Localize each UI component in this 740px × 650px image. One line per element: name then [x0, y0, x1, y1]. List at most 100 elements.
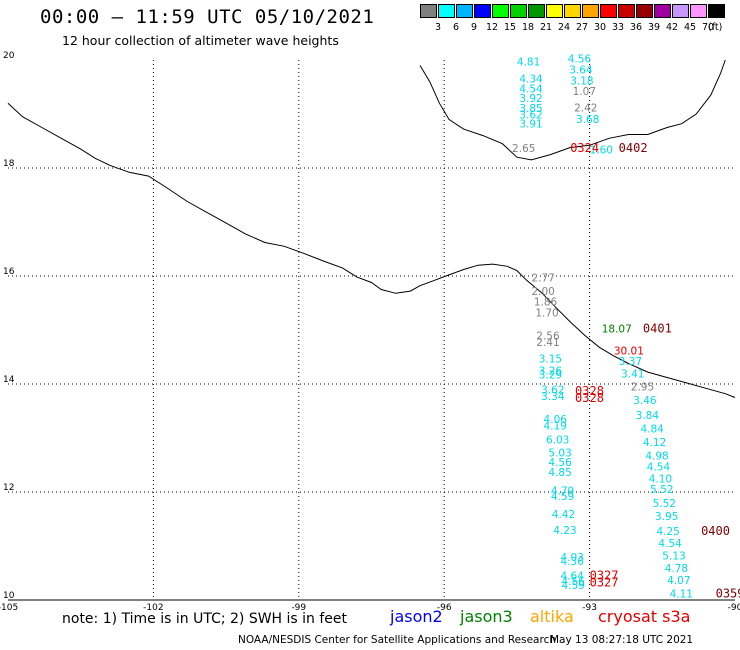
scale-tick-label: 36 — [629, 22, 643, 33]
wave-height-value: 4.56 — [561, 576, 585, 588]
legend-jason2: jason2 — [390, 607, 443, 626]
wave-height-value: 4.54 — [519, 83, 543, 95]
wave-height-value: 5.13 — [662, 551, 685, 563]
pass-time-label: 0328 — [575, 391, 604, 405]
generated-timestamp: May 13 08:27:18 UTC 2021 — [550, 634, 694, 646]
wave-height-value: 4.56 — [568, 54, 592, 66]
scale-swatch — [456, 4, 473, 18]
lat-tick-label: 14 — [3, 375, 15, 385]
lon-tick-label: -96 — [437, 603, 452, 613]
wave-height-value: 4.12 — [643, 437, 666, 449]
scale-swatch — [618, 4, 635, 18]
scale-swatch — [690, 4, 707, 18]
wave-height-value: 2.41 — [536, 337, 559, 349]
wave-height-value: 3.26 — [539, 365, 563, 377]
scale-tick-label: 33 — [611, 22, 625, 33]
legend-jason3: jason3 — [460, 607, 513, 626]
scale-tick-label: 27 — [575, 22, 589, 33]
wave-height-value: 1.70 — [535, 308, 558, 320]
wave-height-value: 4.54 — [658, 538, 682, 550]
wave-height-value: 18.07 — [602, 324, 632, 336]
page-title: 00:00 – 11:59 UTC 05/10/2021 — [40, 6, 375, 28]
wave-height-value: 4.56 — [548, 457, 572, 469]
pass-time-label: 0401 — [643, 322, 672, 336]
wave-height-value: 4.59 — [551, 491, 574, 503]
wave-height-value: 5.52 — [653, 498, 676, 510]
wave-height-value: 2.77 — [531, 272, 554, 284]
wave-height-value: 4.11 — [670, 588, 693, 600]
wave-height-value: 3.95 — [655, 511, 678, 523]
scale-swatch — [654, 4, 671, 18]
scale-tick-label: 3 — [434, 22, 442, 33]
wave-height-value: 4.34 — [519, 74, 543, 86]
pass-time-label: 0400 — [701, 524, 730, 538]
wave-height-value: 3.62 — [541, 385, 564, 397]
scale-tick-label: 6 — [452, 22, 460, 33]
lon-tick-label: -90 — [728, 603, 740, 613]
wave-height-value: 4.23 — [553, 525, 576, 537]
scale-swatch — [438, 4, 455, 18]
scale-swatch — [564, 4, 581, 18]
wave-height-value: 2.95 — [631, 381, 654, 393]
scale-unit: (ft) — [708, 22, 723, 33]
wave-height-value: 5.03 — [548, 447, 571, 459]
scale-swatch — [474, 4, 491, 18]
scale-tick-label: 70 — [701, 22, 715, 33]
wave-height-value: 5.52 — [650, 484, 673, 496]
wave-height-value: 4.07 — [667, 575, 690, 587]
wave-height-value: 2.00 — [531, 286, 554, 298]
pass-time-label: 0324 — [570, 141, 599, 155]
lat-tick-label: 12 — [3, 483, 14, 493]
scale-tick-label: 39 — [647, 22, 661, 33]
scale-tick-label: 15 — [503, 22, 517, 33]
pacific-coastline — [7, 102, 736, 398]
wave-height-value: 3.62 — [519, 109, 542, 121]
wave-height-value: 4.81 — [517, 56, 540, 68]
wave-height-value: 3.68 — [576, 114, 599, 126]
scale-tick-label: 12 — [485, 22, 499, 33]
scale-swatch — [510, 4, 527, 18]
gulf-coastline — [419, 59, 726, 161]
wave-height-value: 3.92 — [519, 93, 542, 105]
footnote: note: 1) Time is in UTC; 2) SWH is in fe… — [62, 611, 348, 627]
wave-height-value: 4.79 — [551, 486, 574, 498]
lat-tick-label: 20 — [3, 51, 15, 61]
wave-height-value: 4.78 — [665, 563, 688, 575]
wave-height-value: 3.29 — [539, 370, 562, 382]
wave-height-value: 4.54 — [647, 461, 671, 473]
legend-cryosat: cryosat s3a — [598, 607, 691, 626]
scale-tick-label: 21 — [539, 22, 553, 33]
scale-tick-label: 42 — [665, 22, 679, 33]
wave-height-value: 6.03 — [546, 434, 569, 446]
wave-height-value: 4.84 — [640, 424, 664, 436]
wave-height-value: 1.60 — [590, 144, 613, 156]
wave-height-value: 2.65 — [512, 143, 535, 155]
wave-height-value: 30.01 — [614, 345, 644, 357]
scale-swatch — [420, 4, 437, 18]
wave-height-value: 4.19 — [544, 420, 567, 432]
wave-height-value: 1.86 — [534, 297, 558, 309]
wave-height-value: 3.91 — [519, 119, 542, 131]
scale-tick-label: 30 — [593, 22, 607, 33]
lon-tick-label: -93 — [582, 603, 597, 613]
pass-time-label: 0327 — [590, 576, 619, 590]
wave-height-value: 4.64 — [561, 570, 585, 582]
wave-height-value: 4.06 — [544, 414, 568, 426]
scale-swatch — [528, 4, 545, 18]
lon-tick-label: -105 — [0, 603, 18, 613]
lat-tick-label: 16 — [3, 267, 15, 277]
wave-height-value: 4.98 — [645, 451, 668, 463]
wave-height-value: 3.84 — [636, 410, 660, 422]
wave-height-value: 3.15 — [539, 353, 562, 365]
wave-height-value: 3.46 — [633, 395, 657, 407]
pass-time-label: 0328 — [575, 384, 604, 398]
wave-height-value: 2.42 — [574, 102, 597, 114]
wave-height-value: 2.56 — [536, 331, 560, 343]
scale-swatch — [636, 4, 653, 18]
scale-tick-label: 24 — [557, 22, 571, 33]
page-subtitle: 12 hour collection of altimeter wave hei… — [62, 33, 339, 48]
scale-swatch — [708, 4, 725, 18]
wave-height-value: 3.41 — [621, 369, 644, 381]
wave-height-value: 3.85 — [519, 103, 542, 115]
